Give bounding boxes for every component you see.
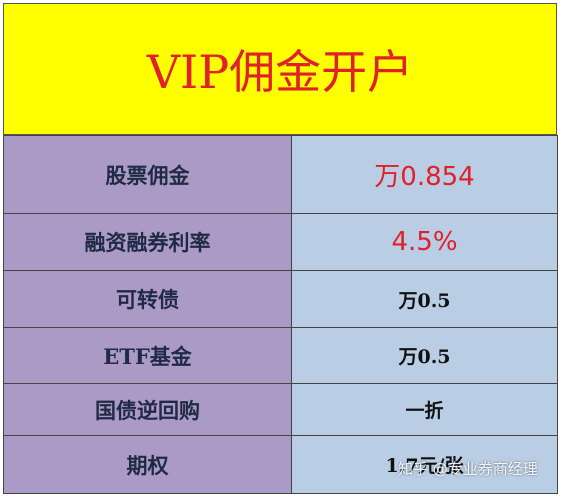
rate-cell: 4.5% xyxy=(291,213,558,271)
table-row: 融资融券利率 4.5% xyxy=(3,213,558,271)
item-cell: 可转债 xyxy=(3,270,292,328)
watermark: 知乎 @专业券商经理 xyxy=(398,460,538,478)
table-row: 股票佣金 万0.854 xyxy=(3,135,558,214)
rate-cell: 万0.5 xyxy=(291,327,558,384)
table-row: ETF基金 万0.5 xyxy=(3,327,558,384)
item-cell: 期权 xyxy=(3,435,292,494)
fee-table: 股票佣金 万0.854 融资融券利率 4.5% 可转债 万0.5 ETF基金 万0.5 国债逆回… xyxy=(3,135,558,494)
item-cell: 国债逆回购 xyxy=(3,383,292,436)
table-row: 可转债 万0.5 xyxy=(3,270,558,328)
rate-cell: 万0.854 xyxy=(291,135,558,214)
rate-cell: 1.7元/张 xyxy=(291,435,558,494)
item-cell: 融资融券利率 xyxy=(3,213,292,271)
table-row: 国债逆回购 一折 xyxy=(3,383,558,436)
item-cell: 股票佣金 xyxy=(3,135,292,214)
table-row: 期权 1.7元/张 xyxy=(3,435,558,494)
item-cell: ETF基金 xyxy=(3,327,292,384)
rate-cell: 一折 xyxy=(291,383,558,436)
title: VIP佣金开户 xyxy=(3,3,557,135)
rate-cell: 万0.5 xyxy=(291,270,558,328)
